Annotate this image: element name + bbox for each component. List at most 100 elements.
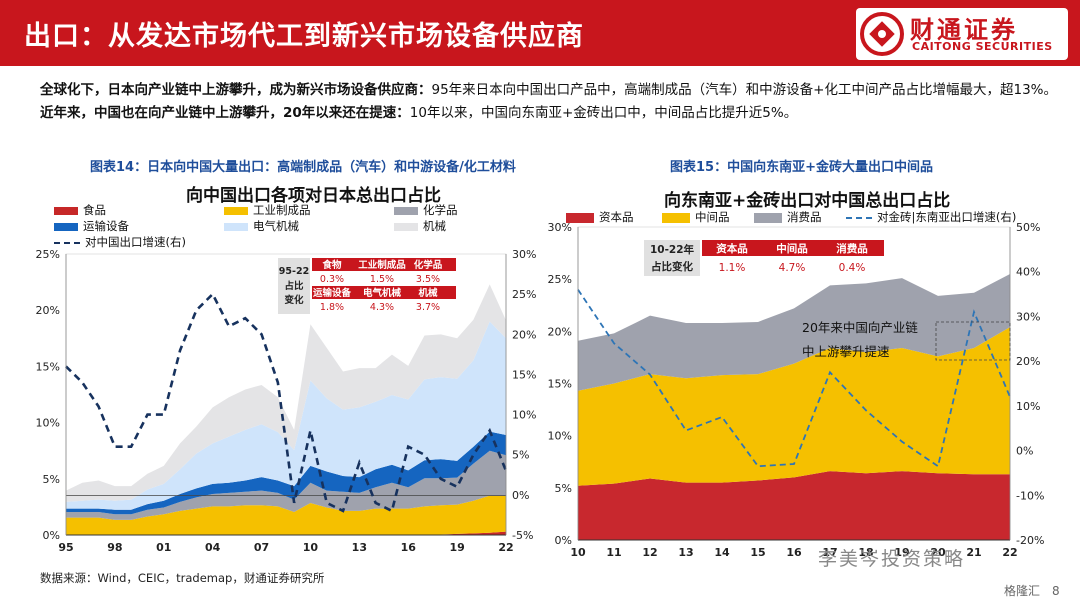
right-ytick-right: 30% <box>1016 310 1040 323</box>
right-ytick-left: 25% <box>548 273 572 286</box>
right-xtick: 17 <box>822 546 837 559</box>
right-ytick-right: 20% <box>1016 355 1040 368</box>
right-table-label-bg <box>644 240 700 276</box>
watermark: 李美岑投资策略 <box>818 548 966 570</box>
left-growth-line <box>65 291 508 513</box>
left-table-header: 机械 <box>418 287 438 299</box>
right-annotation-line-2: 中上游攀升提速 <box>802 344 890 359</box>
right-ytick-left: 15% <box>548 378 572 391</box>
right-ytick-right: 0% <box>1016 445 1033 458</box>
legend-label-manufactured: 工业制成品 <box>253 203 311 217</box>
left-table-header: 工业制成品 <box>358 259 406 271</box>
left-chart-caption: 图表14：日本向中国大量出口：高端制成品（汽车）和中游设备/化工材料 <box>90 160 516 175</box>
legend-item-food: 食品 <box>54 202 106 218</box>
left-table-value: 3.5% <box>416 274 440 285</box>
right-xtick: 13 <box>678 546 693 559</box>
right-table-title: 10-22年 <box>650 243 695 256</box>
right-area-0 <box>578 471 1010 540</box>
legend-swatch-growth <box>54 241 80 244</box>
right-xtick: 21 <box>966 546 981 559</box>
right-table-value: 4.7% <box>779 262 806 274</box>
left-xtick: 22 <box>498 541 513 554</box>
intro-line-1: 全球化下，日本向产业链中上游攀升，成为新兴市场设备供应商：95年来日本向中国出口… <box>40 78 1057 98</box>
right-xtick: 22 <box>1002 546 1017 559</box>
left-table-header-bg <box>312 258 456 271</box>
legend-item-transport: 运输设备 <box>54 218 129 234</box>
legend-item-electrical: 电气机械 <box>224 218 299 234</box>
legend-label-intermediate: 中间品 <box>695 210 730 224</box>
legend-swatch-electrical <box>224 222 248 231</box>
page-number: 8 <box>1052 584 1060 598</box>
legend-item-manufactured: 工业制成品 <box>224 202 311 218</box>
left-ytick-left: 10% <box>36 417 60 430</box>
legend-label-consumer: 消费品 <box>787 210 822 224</box>
legend-item-capital: 资本品 <box>566 209 634 225</box>
right-xtick: 20 <box>930 546 946 559</box>
right-ytick-right: 40% <box>1016 266 1040 279</box>
right-xtick: 16 <box>786 546 802 559</box>
right-chart-caption: 图表15：中国向东南亚+金砖大量出口中间品 <box>670 160 933 175</box>
right-area-1 <box>578 327 1010 486</box>
left-table-header: 运输设备 <box>313 287 352 299</box>
logo-text-en: CAITONG SECURITIES <box>912 40 1053 53</box>
left-ytick-right: 10% <box>512 409 536 422</box>
intro-line-1-text: 95年来日本向中国出口产品中，高端制成品（汽车）和中游设备+化工中间产品占比增幅… <box>431 82 1058 98</box>
left-area-1 <box>66 495 506 535</box>
right-ytick-right: -20% <box>1016 534 1044 547</box>
legend-swatch-capital <box>566 212 594 223</box>
left-table-header: 化学品 <box>414 259 443 271</box>
right-xtick: 11 <box>606 546 621 559</box>
legend-item-intermediate: 中间品 <box>662 209 730 225</box>
legend-item-growth: 对中国出口增速(右) <box>54 234 186 250</box>
left-area-4 <box>66 321 506 510</box>
legend-item-consumer: 消费品 <box>754 209 822 225</box>
right-table-header: 消费品 <box>836 242 868 255</box>
legend-label-growth-right: 对金砖|东南亚出口增速(右) <box>877 210 1017 224</box>
legend-label-food: 食品 <box>83 203 106 217</box>
right-table-header: 中间品 <box>776 242 808 255</box>
left-ytick-right: 0% <box>512 489 529 502</box>
right-ytick-right: 50% <box>1016 221 1040 234</box>
legend-label-machinery: 机械 <box>423 219 446 233</box>
legend-swatch-intermediate <box>662 212 690 223</box>
right-ytick-left: 20% <box>548 325 572 338</box>
left-ytick-right: 20% <box>512 328 536 341</box>
left-ytick-left: 5% <box>43 473 60 486</box>
left-table-header-bg <box>312 286 456 299</box>
legend-label-transport: 运输设备 <box>83 219 129 233</box>
left-ytick-right: 25% <box>512 288 536 301</box>
left-ytick-right: 5% <box>512 449 529 462</box>
left-table-value: 4.3% <box>370 302 394 313</box>
left-xtick: 07 <box>254 541 269 554</box>
legend-swatch-growth-right <box>846 216 872 219</box>
left-xtick: 95 <box>58 541 73 554</box>
intro-line-2-bold: 近年来，中国也在向产业链中上游攀升，20年以来还在提速： <box>40 105 410 121</box>
left-table-value: 3.7% <box>416 302 440 313</box>
right-growth-line <box>577 289 1011 468</box>
logo: 财通证券 CAITONG SECURITIES <box>856 8 1068 60</box>
right-xtick: 19 <box>894 546 909 559</box>
watermark-2: 格隆汇 <box>1004 584 1041 598</box>
right-table-row-label: 占比变化 <box>651 260 693 273</box>
right-area-2 <box>578 273 1010 391</box>
legend-item-machinery: 机械 <box>394 218 446 234</box>
left-xtick: 10 <box>303 541 319 554</box>
right-chart-title: 向东南亚+金砖出口对中国总出口占比 <box>664 191 951 211</box>
right-table-header-bg <box>702 240 884 256</box>
right-xtick: 18 <box>858 546 873 559</box>
intro-line-2-text: 10年以来，中国向东南亚+金砖出口中，中间品占比提升近5%。 <box>409 105 798 121</box>
left-xtick: 13 <box>352 541 367 554</box>
legend-label-chemical: 化学品 <box>423 203 458 217</box>
page-title: 出口：从发达市场代工到新兴市场设备供应商 <box>24 21 584 52</box>
right-annotation-line-1: 20年来中国向产业链 <box>802 320 918 335</box>
left-ytick-left: 15% <box>36 360 60 373</box>
left-xtick: 98 <box>107 541 122 554</box>
legend-label-electrical: 电气机械 <box>253 219 299 233</box>
right-xtick: 10 <box>570 546 586 559</box>
left-ytick-right: 15% <box>512 368 536 381</box>
legend-swatch-transport <box>54 222 78 231</box>
left-table-row-label: 占比 <box>284 280 304 292</box>
right-table-header: 资本品 <box>716 242 748 255</box>
